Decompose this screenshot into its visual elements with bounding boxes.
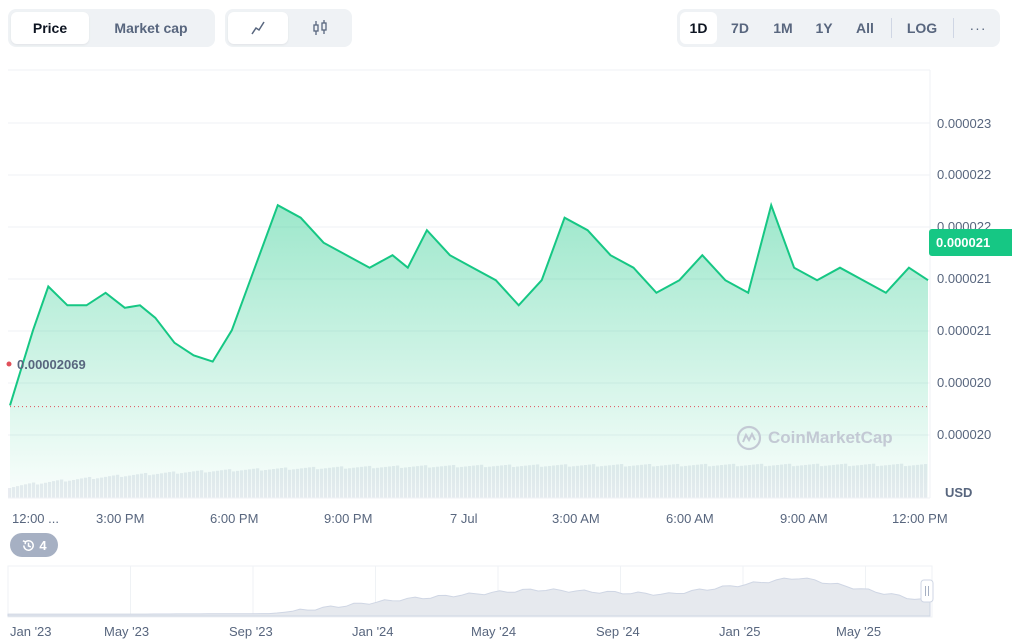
navigator-axis-label: May '24 — [471, 624, 517, 639]
navigator-axis-label: Sep '24 — [596, 624, 640, 639]
history-badge[interactable]: 4 — [10, 533, 58, 557]
open-price-label: 0.00002069 — [17, 357, 86, 372]
price-line — [9, 201, 929, 406]
range-7d[interactable]: 7D — [731, 20, 749, 36]
x-axis-label: 6:00 AM — [666, 511, 714, 526]
range-selector: 1D 7D 1M 1Y All LOG ··· — [677, 9, 1000, 47]
navigator-axis-label: Sep '23 — [229, 624, 273, 639]
y-axis-label: 0.000022 — [937, 167, 992, 182]
y-axis-label: 0.000023 — [937, 116, 992, 131]
volume-bar — [8, 488, 12, 498]
x-axis-label: 12:00 ... — [12, 511, 59, 526]
currency-label: USD — [945, 485, 973, 500]
more-divider — [953, 18, 954, 38]
x-axis-label: 7 Jul — [450, 511, 478, 526]
y-axis-label: 0.000021 — [937, 271, 992, 286]
chart-style-toggle — [225, 9, 352, 47]
range-1m[interactable]: 1M — [773, 20, 793, 36]
y-axis-label: 0.000021 — [937, 323, 992, 338]
coinmarketcap-watermark: CoinMarketCap — [736, 425, 893, 451]
range-1y[interactable]: 1Y — [815, 20, 833, 36]
x-axis-label: 9:00 PM — [324, 511, 373, 526]
navigator-axis-label: Jan '23 — [10, 624, 52, 639]
x-axis-label: 12:00 PM — [892, 511, 948, 526]
market-cap-tab[interactable]: Market cap — [114, 20, 188, 36]
x-axis-label: 3:00 PM — [96, 511, 145, 526]
current-price-tag: 0.000021 — [929, 229, 1012, 256]
history-icon — [22, 539, 35, 551]
navigator-axis-label: Jan '24 — [352, 624, 394, 639]
navigator-axis-label: May '25 — [836, 624, 882, 639]
navigator-handle[interactable] — [920, 579, 934, 603]
line-chart-icon — [251, 21, 265, 35]
history-count: 4 — [39, 537, 47, 553]
price-tab[interactable]: Price — [11, 12, 89, 44]
candlestick-icon — [313, 20, 327, 35]
range-divider — [891, 18, 892, 38]
x-axis-label: 9:00 AM — [780, 511, 828, 526]
price-chart[interactable] — [0, 62, 1012, 642]
navigator-axis-label: Jan '25 — [719, 624, 761, 639]
navigator-axis-label: May '23 — [104, 624, 150, 639]
watermark-text: CoinMarketCap — [768, 428, 893, 447]
x-axis-label: 3:00 AM — [552, 511, 600, 526]
coinmarketcap-logo-icon — [736, 425, 762, 451]
more-options-button[interactable]: ··· — [969, 20, 987, 36]
range-all[interactable]: All — [856, 20, 874, 36]
range-1d[interactable]: 1D — [680, 12, 717, 44]
open-price-marker — [6, 361, 12, 367]
x-axis-label: 6:00 PM — [210, 511, 259, 526]
candlestick-button[interactable] — [291, 12, 349, 44]
metric-toggle: Price Market cap — [8, 9, 215, 47]
log-scale-toggle[interactable]: LOG — [906, 20, 938, 36]
line-chart-button[interactable] — [228, 12, 288, 44]
price-area — [10, 205, 928, 498]
y-axis-label: 0.000020 — [937, 427, 992, 442]
navigator-area — [7, 577, 931, 617]
y-axis-label: 0.000020 — [937, 375, 992, 390]
